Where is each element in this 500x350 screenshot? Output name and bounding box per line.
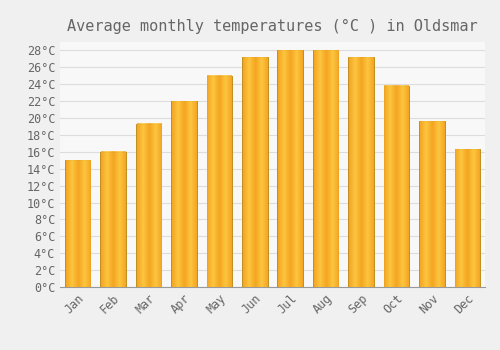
Bar	[100, 152, 126, 287]
Bar	[206, 76, 232, 287]
Bar	[278, 50, 303, 287]
Bar	[65, 160, 90, 287]
Bar	[348, 57, 374, 287]
Bar	[313, 50, 338, 287]
Bar	[171, 101, 196, 287]
Bar	[384, 86, 409, 287]
Bar	[454, 149, 480, 287]
Bar	[242, 57, 268, 287]
Title: Average monthly temperatures (°C ) in Oldsmar: Average monthly temperatures (°C ) in Ol…	[67, 19, 478, 34]
Bar	[419, 121, 444, 287]
Bar	[136, 124, 162, 287]
